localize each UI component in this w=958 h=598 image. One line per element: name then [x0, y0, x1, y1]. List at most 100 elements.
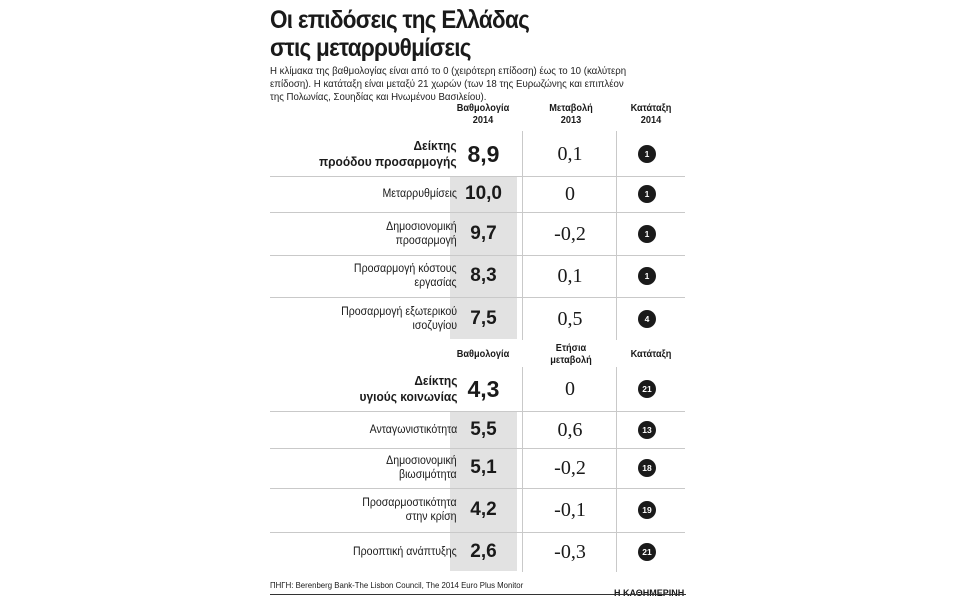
column-header-line: Ετήσια [555, 343, 587, 354]
row-label: Μεταρρυθμίσεις [382, 187, 457, 201]
table-row: Δημοσιονομική προσαρμογή 9,7 -0,2 1 [270, 212, 685, 256]
column-header-line: Βαθμολογία [456, 103, 510, 114]
table-row: Προσαρμογή κόστους εργασίας 8,3 0,1 1 [270, 255, 685, 298]
index-row: Δείκτης προόδου προσαρμογής 8,9 0,1 1 [270, 131, 685, 177]
column-header-line: Κατάταξη [630, 349, 672, 360]
row-label: Προσαρμοστικότητα στην κρίση [363, 496, 457, 524]
rank-badge: 1 [638, 185, 656, 203]
table-row: Προσαρμογή εξωτερικού ισοζυγίου 7,5 0,5 4 [270, 297, 685, 340]
subtitle: Η κλίμακα της βαθμολογίας είναι από το 0… [270, 65, 693, 104]
table-row: Ανταγωνιστικότητα 5,5 0,6 13 [270, 411, 685, 449]
score-value: 8,3 [470, 265, 497, 286]
column-header: Βαθμολογία [450, 349, 516, 361]
row-label-line: προόδου προσαρμογής [319, 153, 457, 169]
column-divider [616, 367, 617, 572]
row-label-line: βιωσιμότητα [399, 469, 457, 481]
column-header-line: 2014 [640, 115, 662, 126]
column-header: Ετήσια μεταβολή [542, 343, 599, 367]
change-value: 0 [565, 378, 575, 400]
score-value: 2,6 [470, 541, 497, 562]
row-label-line: Ανταγωνιστικότητα [369, 423, 457, 436]
row-label-line: Προσαρμογή κόστους [354, 263, 457, 275]
table-row: Προοπτική ανάπτυξης 2,6 -0,3 21 [270, 532, 685, 572]
subtitle-line: της Πολωνίας, Σουηδίας και Ηνωμένου Βασι… [270, 91, 487, 103]
column-header: Μεταβολή 2013 [542, 103, 599, 127]
row-label: Προοπτική ανάπτυξης [353, 545, 457, 559]
column-header-line: Μεταβολή [549, 103, 593, 114]
column-header-line: Κατάταξη [630, 103, 672, 114]
change-value: 0,1 [557, 142, 583, 165]
infographic: Οι επιδόσεις της Ελλάδας στις μεταρρυθμί… [270, 0, 690, 104]
table-row: Δημοσιονομική βιωσιμότητα 5,1 -0,2 18 [270, 448, 685, 489]
row-label-line: προσαρμογή [395, 234, 457, 247]
score-value: 4,3 [467, 376, 500, 402]
row-label-line: υγιούς κοινωνίας [359, 389, 457, 404]
row-label: Δείκτης υγιούς κοινωνίας [359, 373, 457, 405]
score-value: 7,5 [470, 307, 497, 329]
subtitle-line: επίδοση). Η κατάταξη είναι μεταξύ 21 χωρ… [270, 78, 624, 90]
row-label-line: Δημοσιονομική [386, 220, 457, 233]
row-label: Ανταγωνιστικότητα [369, 423, 457, 437]
row-label: Προσαρμογή κόστους εργασίας [354, 262, 457, 290]
row-label: Δείκτης προόδου προσαρμογής [319, 138, 457, 170]
title-line-2: στις μεταρρυθμίσεις [270, 34, 472, 62]
rank-badge: 1 [638, 267, 656, 285]
rank-badge: 19 [638, 501, 656, 519]
row-label: Δημοσιονομική προσαρμογή [387, 220, 457, 248]
rank-badge: 21 [638, 380, 656, 398]
row-label: Προσαρμογή εξωτερικού ισοζυγίου [341, 305, 457, 333]
column-divider [522, 131, 523, 340]
change-value: 0,6 [557, 418, 583, 441]
change-value: -0,2 [554, 222, 586, 245]
change-value: 0,5 [557, 307, 583, 330]
title: Οι επιδόσεις της Ελλάδας στις μεταρρυθμί… [270, 6, 648, 62]
score-value: 4,2 [470, 499, 497, 520]
row-label-line: Προσαρμοστικότητα [362, 497, 457, 509]
column-header: Κατάταξη [628, 349, 674, 361]
column-header-line: 2014 [472, 115, 494, 126]
rank-badge: 13 [638, 420, 656, 439]
rank-badge: 1 [638, 144, 656, 163]
change-value: 0 [565, 183, 575, 205]
column-header: Κατάταξη 2014 [628, 103, 674, 127]
bottom-rule [270, 594, 686, 595]
row-label-line: Δείκτης [413, 373, 457, 388]
score-value: 8,9 [467, 140, 500, 167]
column-divider [616, 131, 617, 340]
score-value: 5,5 [470, 418, 497, 440]
row-label-line: Προσαρμογή εξωτερικού [341, 305, 457, 318]
newspaper-logo: Η ΚΑΘΗΜΕΡΙΝΗ [614, 588, 685, 598]
table-row: Μεταρρυθμίσεις 10,0 0 1 [270, 176, 685, 213]
source-note: ΠΗΓΗ: Berenberg Bank-The Lisbon Council,… [270, 580, 524, 590]
rank-badge: 4 [638, 309, 656, 328]
change-value: -0,3 [554, 541, 586, 563]
column-header-line: 2013 [560, 115, 582, 126]
row-label-line: στην κρίση [406, 511, 457, 523]
row-label: Δημοσιονομική βιωσιμότητα [387, 454, 457, 482]
column-header: Βαθμολογία 2014 [450, 103, 516, 127]
score-column-shading [450, 177, 517, 339]
rank-badge: 1 [638, 224, 656, 243]
title-line-1: Οι επιδόσεις της Ελλάδας [270, 6, 530, 34]
subtitle-line: Η κλίμακα της βαθμολογίας είναι από το 0… [270, 65, 627, 77]
row-label-line: Προοπτική ανάπτυξης [353, 546, 457, 558]
row-label-line: εργασίας [414, 277, 457, 289]
rank-badge: 21 [638, 543, 656, 561]
index-row: Δείκτης υγιούς κοινωνίας 4,3 0 21 [270, 367, 685, 412]
row-label-line: ισοζυγίου [412, 319, 457, 332]
score-value: 10,0 [465, 183, 502, 204]
change-value: -0,1 [554, 499, 586, 521]
row-label-line: Δημοσιονομική [386, 455, 457, 467]
row-label-line: Δείκτης [413, 137, 457, 153]
rank-badge: 18 [638, 459, 656, 477]
change-value: -0,2 [554, 457, 586, 479]
score-value: 9,7 [470, 222, 497, 244]
score-column-shading [450, 412, 517, 571]
column-header-line: Βαθμολογία [456, 349, 510, 360]
table-row: Προσαρμοστικότητα στην κρίση 4,2 -0,1 19 [270, 488, 685, 533]
change-value: 0,1 [557, 265, 583, 287]
column-header-line: μεταβολή [550, 355, 592, 366]
score-value: 5,1 [470, 457, 497, 478]
row-label-line: Μεταρρυθμίσεις [382, 188, 457, 200]
column-divider [522, 367, 523, 572]
